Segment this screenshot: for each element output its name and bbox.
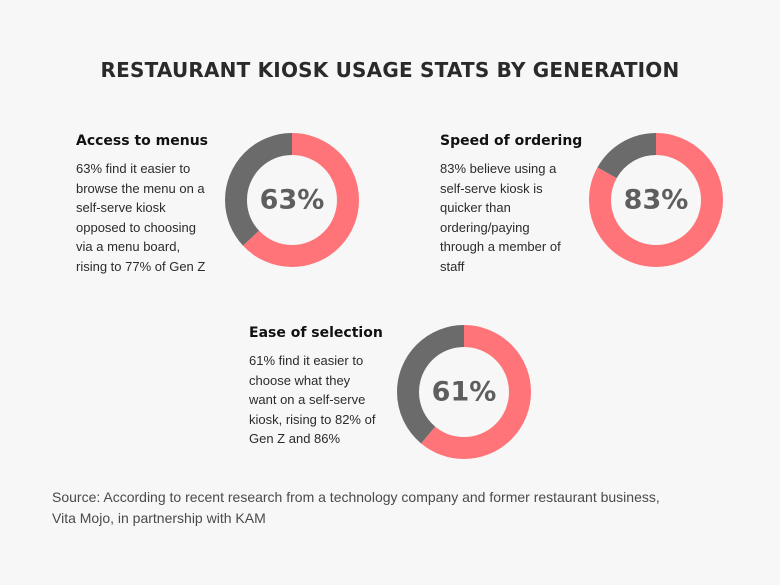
stat-heading: Speed of ordering [440,133,583,149]
stat-speed-of-ordering: Speed of ordering 83% believe using a se… [440,133,600,276]
stat-description: 83% believe using a self-serve kiosk is … [440,159,600,276]
description-line: opposed to choosing [76,219,196,235]
donut-slice-remainder [225,133,359,267]
description-line: kiosk, rising to 82% of [249,411,376,427]
description-line: ordering/paying [440,219,530,235]
description-line: through a member of [440,239,561,254]
stat-heading: Access to menus [76,133,209,149]
donut-slice-remainder [589,133,723,267]
stat-description: 63% find it easier to browse the menu on… [76,159,236,276]
donut-center-label: 63% [260,185,325,216]
description-line: via a menu board, [76,239,181,254]
donut-center-label: 61% [432,377,497,408]
donut-svg: 83% [589,133,723,267]
donut-center-label: 83% [624,185,689,216]
stat-ease-of-selection: Ease of selection 61% find it easier to … [249,325,409,449]
description-line: self-serve kiosk is [440,180,543,196]
source-line: Vita Mojo, in partnership with KAM [52,510,266,526]
description-line: 61% find it easier to [249,353,364,368]
description-line: choose what they [249,372,351,388]
source-note: Source: According to recent research fro… [52,487,742,529]
donut-svg: 61% [397,325,531,459]
donut-chart-speed-of-ordering: 83% [589,133,723,267]
description-line: self-serve kiosk [76,200,166,215]
description-line: 63% find it easier to [76,161,191,176]
description-line: quicker than [440,200,511,215]
donut-chart-access-to-menus: 63% [225,133,359,267]
source-line: Source: According to recent research fro… [52,489,660,505]
description-line: rising to 77% of Gen Z [76,258,206,274]
page-title: RESTAURANT KIOSK USAGE STATS BY GENERATI… [100,58,680,82]
description-line: browse the menu on a [76,180,205,196]
description-line: want on a self-serve [249,392,366,407]
stat-heading: Ease of selection [249,325,383,341]
donut-svg: 63% [225,133,359,267]
description-line: staff [440,258,465,274]
donut-slice-remainder [397,325,531,459]
description-line: Gen Z and 86% [249,431,341,446]
stat-description: 61% find it easier to choose what they w… [249,351,409,449]
stat-access-to-menus: Access to menus 63% find it easier to br… [76,133,236,276]
donut-chart-ease-of-selection: 61% [397,325,531,459]
description-line: 83% believe using a [440,161,557,176]
